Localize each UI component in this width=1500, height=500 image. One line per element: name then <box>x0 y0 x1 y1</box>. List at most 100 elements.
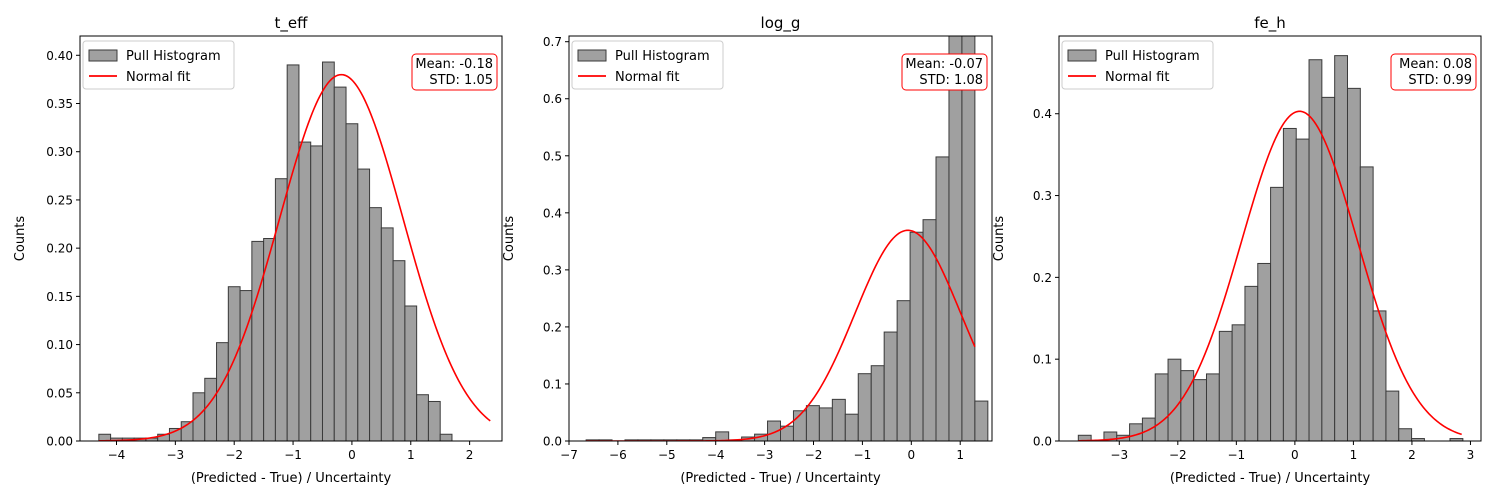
axes-frame <box>568 35 993 442</box>
legend-hist-swatch <box>577 49 607 62</box>
histogram-bar <box>1231 324 1246 441</box>
x-tick-label: 1 <box>407 448 415 462</box>
histogram-bar <box>404 305 418 441</box>
x-tick-label: 1 <box>1350 448 1358 462</box>
histogram-bar <box>427 400 441 441</box>
stats-box-frame <box>901 53 988 91</box>
normal-fit-line <box>1078 110 1462 441</box>
legend-box <box>82 40 235 90</box>
histogram-bar <box>416 394 429 441</box>
axes-frame <box>1058 35 1482 442</box>
x-tick-label: −4 <box>707 448 725 462</box>
histogram-bar <box>1167 358 1182 441</box>
legend-hist-swatch <box>1067 49 1097 62</box>
stats-std-text: STD: 0.99 <box>1408 73 1472 88</box>
x-tick-label: −2 <box>1169 448 1187 462</box>
legend-fit-label: Normal fit <box>615 70 679 85</box>
histogram-bar <box>251 240 265 441</box>
x-tick-label: 0 <box>348 448 356 462</box>
histogram-bar <box>948 36 963 441</box>
y-tick-label: 0.6 <box>543 92 562 106</box>
normal-fit-line <box>98 73 491 441</box>
legend-box <box>571 40 724 90</box>
histogram-bar <box>870 365 885 441</box>
x-tick-label: −1 <box>1227 448 1245 462</box>
y-tick-label: 0.05 <box>46 386 73 400</box>
x-tick-label: −4 <box>108 448 126 462</box>
x-tick-label: −1 <box>284 448 302 462</box>
x-tick-label: 3 <box>1467 448 1475 462</box>
chart-title: log_g <box>761 14 801 33</box>
histogram-bar <box>1077 434 1092 441</box>
y-tick-label: 0.1 <box>1033 353 1052 367</box>
histogram-bar <box>321 61 335 441</box>
histogram-bar <box>1385 390 1400 441</box>
histogram-bar <box>274 178 288 441</box>
x-tick-label: −7 <box>560 448 578 462</box>
panel-fe-h: −3 −2 −1 0 1 2 3 0.0 0.1 0.2 0.3 0.4 fe_h (Predicted … <box>992 14 1482 486</box>
axes-frame <box>79 35 503 442</box>
histogram-bar <box>1372 310 1387 441</box>
histogram-bar <box>1334 55 1348 441</box>
y-tick-label: 0.7 <box>543 35 562 49</box>
legend-box <box>1061 40 1214 90</box>
y-tick-label: 0.4 <box>1033 107 1052 121</box>
histogram-bar <box>1346 87 1361 441</box>
stats-std-text: STD: 1.05 <box>429 73 493 88</box>
histogram-bars <box>585 36 989 441</box>
x-axis-label: (Predicted - True) / Uncertainty <box>1170 471 1371 486</box>
y-tick-label: 0.0 <box>1033 435 1052 449</box>
histogram-bar <box>896 300 911 441</box>
histogram-bar <box>1270 186 1284 441</box>
histogram-bar <box>204 377 218 441</box>
x-tick-label: 2 <box>1408 448 1416 462</box>
histogram-bar <box>1205 373 1220 441</box>
y-tick-label: 0.2 <box>1033 271 1052 285</box>
y-axis-label: Counts <box>992 216 1007 262</box>
y-tick-label: 0.10 <box>46 338 73 352</box>
x-tick-label: −6 <box>609 448 627 462</box>
histogram-bar <box>1154 373 1169 441</box>
histogram-bar <box>1398 428 1413 441</box>
x-tick-label: −5 <box>658 448 676 462</box>
y-tick-label: 0.0 <box>543 435 562 449</box>
legend-hist-label: Pull Histogram <box>1105 49 1200 64</box>
legend: Pull Histogram Normal fit <box>82 40 235 90</box>
x-tick-label: −3 <box>756 448 774 462</box>
stats-mean-text: Mean: 0.08 <box>1399 57 1472 72</box>
legend: Pull Histogram Normal fit <box>1061 40 1214 90</box>
histogram-bar <box>333 86 347 441</box>
histogram-bar <box>1218 330 1233 441</box>
stats-box-frame <box>411 53 498 91</box>
histogram-bar <box>818 407 833 441</box>
histogram-bar <box>310 145 323 441</box>
chart-title: t_eff <box>275 14 309 33</box>
histogram-bar <box>345 123 359 441</box>
y-tick-label: 0.30 <box>46 145 73 159</box>
histogram-bar <box>192 392 206 441</box>
y-axis-label: Counts <box>13 216 28 262</box>
legend-hist-swatch <box>88 49 118 62</box>
histogram-bar <box>1244 285 1259 441</box>
histogram-bar <box>227 286 241 441</box>
stats-std-text: STD: 1.08 <box>919 73 983 88</box>
y-tick-label: 0.3 <box>1033 189 1052 203</box>
histogram-bars <box>1077 55 1464 441</box>
histogram-bar <box>883 331 898 441</box>
y-tick-label: 0.25 <box>46 193 73 207</box>
stats-mean-text: Mean: -0.18 <box>415 57 493 72</box>
x-tick-label: 0 <box>1291 448 1299 462</box>
x-axis-label: (Predicted - True) / Uncertainty <box>191 471 392 486</box>
chart-title: fe_h <box>1254 14 1286 33</box>
x-tick-label: −3 <box>166 448 184 462</box>
histogram-bar <box>961 36 976 441</box>
histogram-bar <box>805 405 820 441</box>
y-tick-label: 0.2 <box>543 320 562 334</box>
histogram-bar <box>298 141 312 441</box>
histogram-bars <box>98 61 453 441</box>
x-axis-label: (Predicted - True) / Uncertainty <box>680 471 881 486</box>
legend-fit-label: Normal fit <box>1105 70 1169 85</box>
histogram-bar <box>974 400 989 441</box>
histogram-bar <box>1359 166 1374 441</box>
